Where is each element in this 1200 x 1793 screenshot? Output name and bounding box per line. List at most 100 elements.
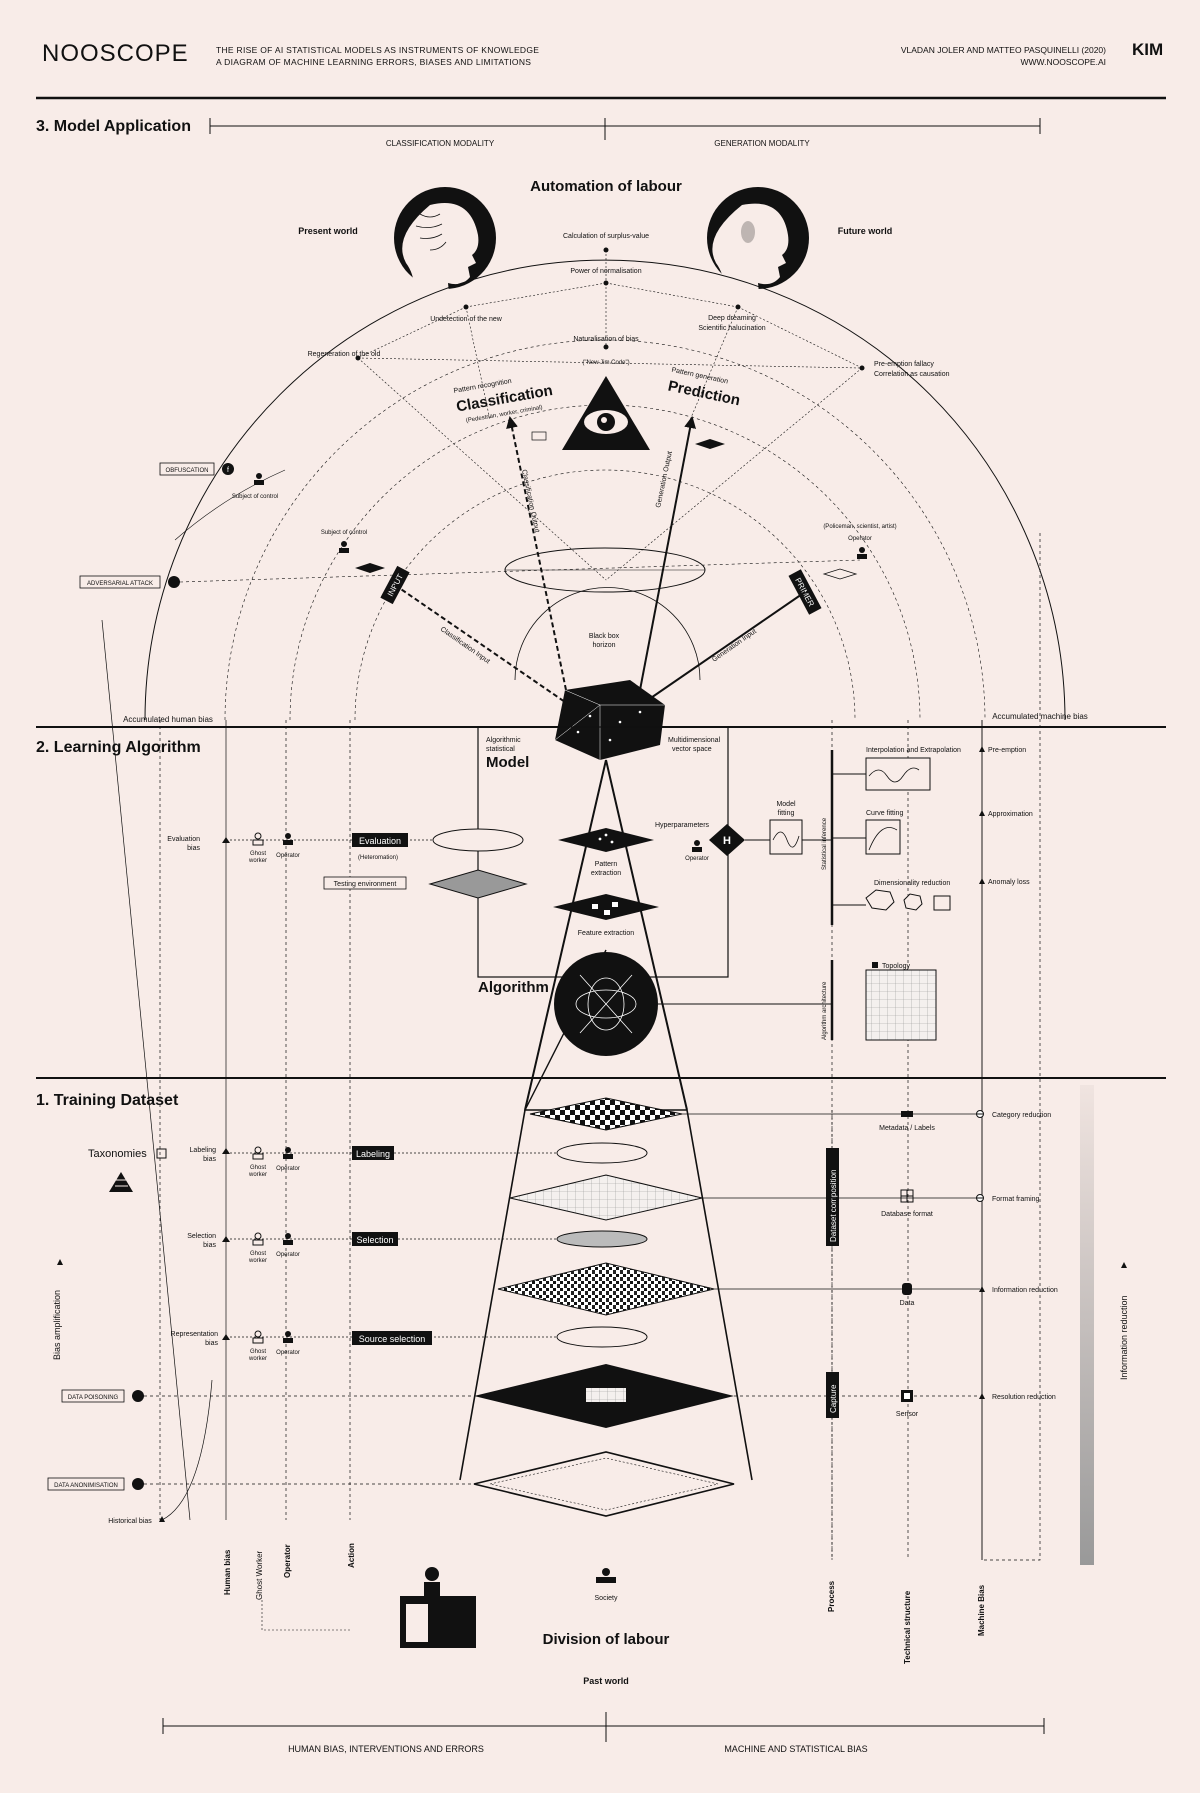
generation-input-line (644, 591, 806, 703)
black-box-cube-icon (554, 680, 665, 760)
poster-subtitle: THE RISE OF AI STATISTICAL MODELS AS INS… (216, 44, 539, 68)
subject-of-control-1: Subject of control (232, 494, 278, 500)
present-world-head-icon (394, 187, 496, 303)
information-reduction-gradient (1080, 1085, 1094, 1565)
layer-database (509, 1174, 703, 1221)
new-jim-code: ("New Jim Code") (582, 360, 629, 366)
operator-footer: Operator (283, 1544, 292, 1578)
svg-text:bias: bias (203, 1156, 216, 1163)
source-selection-button[interactable] (352, 1331, 432, 1345)
svg-text:Ghost: Ghost (250, 851, 266, 857)
selection-label: Selection (356, 1235, 393, 1245)
information-reduction-vertical: Information reduction (1119, 1295, 1129, 1380)
website-link[interactable]: WWW.NOOSCOPE.AI (1020, 57, 1106, 67)
svg-text:Operator: Operator (276, 1252, 300, 1258)
statistical-inference-label: Statistical inference (822, 817, 828, 870)
dataset-composition-bar[interactable] (826, 1148, 839, 1246)
operator-examples: (Policeman, scientist, artist) (823, 524, 896, 530)
heteromation-label: (Heteromation) (358, 855, 398, 861)
naturalisation-of-bias: Naturalisation of bias (573, 336, 639, 343)
preemption-fallacy: Pre-emption fallacy (874, 361, 934, 368)
adversarial-attack-box[interactable] (79, 575, 161, 589)
past-world: Past world (583, 1676, 629, 1686)
taxonomies-box[interactable] (156, 1148, 167, 1159)
testing-environment-box[interactable] (323, 876, 407, 890)
power-of-normalisation: Power of normalisation (570, 268, 641, 275)
future-world-head-icon (707, 187, 809, 303)
automation-of-labour: Automation of labour (530, 178, 682, 195)
subtitle-line-1: THE RISE OF AI STATISTICAL MODELS AS INS… (216, 45, 540, 55)
curve-fitting-label: Curve fitting (866, 810, 903, 817)
hyperparameters-label: Hyperparameters (655, 822, 710, 829)
ghost-worker-footer: Ghost Worker (255, 1550, 264, 1600)
data-poisoning-label: DATA POISONING (68, 1395, 119, 1401)
division-of-labour: Division of labour (543, 1631, 670, 1648)
statistical-label: statistical (486, 746, 515, 753)
dim-reduction-shape-1 (865, 889, 895, 911)
machine-statistical-bias: MACHINE AND STATISTICAL BIAS (724, 1744, 867, 1754)
selection-lens (556, 1230, 648, 1248)
svg-text:Operator: Operator (276, 1350, 300, 1356)
svg-text:Ghost: Ghost (250, 1251, 266, 1257)
process-footer: Process (827, 1580, 836, 1612)
section3-title: 3. Model Application (36, 118, 191, 135)
adversarial-icon (168, 576, 180, 588)
svg-text:Pattern: Pattern (595, 861, 618, 868)
interpolation-chart (865, 757, 931, 791)
svg-text:Representation: Representation (171, 1331, 219, 1338)
taxonomy-pyramid-icon (109, 1172, 133, 1192)
svg-text:bias: bias (203, 1242, 216, 1249)
historical-bias-label: Historical bias (108, 1518, 152, 1525)
obfuscation-icon (222, 463, 234, 475)
category-reduction: Category reduction (992, 1112, 1051, 1119)
data-anonimisation-icon (132, 1478, 144, 1490)
subject-of-control-2: Subject of control (321, 530, 367, 536)
anomaly-loss-label: Anomaly loss (988, 879, 1030, 886)
cone-lines (524, 759, 688, 1111)
human-bias-footer: Human bias (223, 1549, 232, 1595)
black-box-label: Black box (589, 633, 620, 640)
classification-output: Classification Output (520, 469, 540, 533)
capture-bar[interactable] (826, 1372, 839, 1418)
interpolation-label: Interpolation and Extrapolation (866, 747, 961, 754)
format-framing: Format framing (992, 1196, 1040, 1203)
svg-text:f: f (227, 467, 229, 474)
evaluation-bias-1: Evaluation (167, 836, 200, 843)
labeling-button[interactable] (352, 1146, 394, 1160)
svg-text:fitting: fitting (778, 810, 795, 817)
obfuscation-box[interactable] (159, 462, 215, 476)
svg-text:Operator: Operator (685, 856, 709, 862)
scientific-halucination: Scientific halucination (698, 325, 765, 332)
subject-icon-2 (339, 541, 349, 553)
svg-text:Ghost: Ghost (250, 1349, 266, 1355)
data-poisoning-icon (132, 1390, 144, 1402)
generation-modality: GENERATION MODALITY (714, 139, 810, 148)
data-poisoning-box[interactable] (61, 1389, 125, 1403)
human-bias-interventions: HUMAN BIAS, INTERVENTIONS AND ERRORS (288, 1744, 484, 1754)
ghost-worker-icon-eval (252, 832, 264, 846)
present-world-label: Present world (298, 226, 358, 236)
evaluation-label: Evaluation (359, 836, 401, 846)
testing-environment-label: Testing environment (334, 881, 397, 888)
topology-label: Topology (882, 963, 911, 970)
operator-icon-hyper (692, 840, 702, 852)
adversarial-attack-label: ADVERSARIAL ATTACK (87, 581, 153, 587)
layer-metadata (529, 1097, 683, 1131)
source-selection-label: Source selection (359, 1334, 426, 1344)
layer-data (497, 1262, 715, 1316)
poster-title: NOOSCOPE (42, 40, 189, 67)
model-label: Model (486, 754, 529, 771)
data-label: Data (900, 1300, 915, 1307)
selection-button[interactable] (352, 1232, 398, 1246)
h-diamond[interactable] (709, 824, 745, 856)
source-selection-lens (556, 1326, 648, 1348)
bias-amplification-label: Bias amplification (52, 1290, 62, 1360)
metadata-labels: Metadata / Labels (879, 1125, 935, 1132)
svg-text:Ghost: Ghost (250, 1165, 266, 1171)
surplus-value: Calculation of surplus-value (563, 233, 649, 240)
data-anonimisation-box[interactable] (47, 1477, 125, 1491)
obfuscation-label: OBFUSCATION (166, 468, 209, 474)
evaluation-button[interactable] (352, 833, 408, 847)
svg-text:Selection: Selection (187, 1233, 216, 1240)
